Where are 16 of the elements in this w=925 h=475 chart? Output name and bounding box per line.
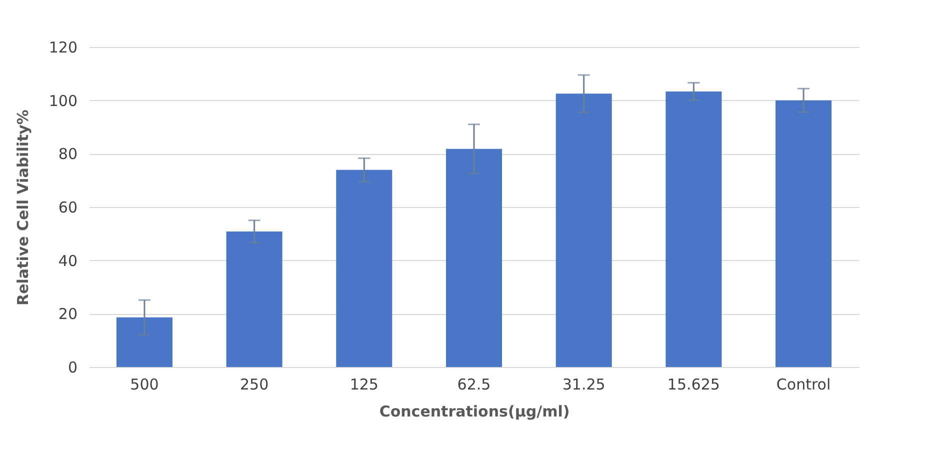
x-tick-label: 500 <box>130 376 159 394</box>
y-tick-label: 40 <box>58 252 78 270</box>
x-tick-label: 31.25 <box>562 376 606 394</box>
x-tick-label: Control <box>776 376 831 394</box>
y-tick-label: 120 <box>48 38 78 56</box>
x-tick-label: 15.625 <box>667 376 720 394</box>
y-tick-label: 60 <box>58 198 78 216</box>
y-tick-label: 100 <box>48 92 78 110</box>
y-tick-label: 80 <box>58 145 78 164</box>
x-tick-label: 62.5 <box>457 376 491 394</box>
y-axis-title: Relative Cell Viability% <box>14 110 32 306</box>
x-tick-label: 250 <box>240 376 269 394</box>
y-tick-label: 0 <box>68 358 78 376</box>
x-axis-title: Concentrations(µg/ml) <box>379 402 570 420</box>
x-tick-label: 125 <box>350 376 378 394</box>
y-tick-label: 20 <box>58 305 78 324</box>
